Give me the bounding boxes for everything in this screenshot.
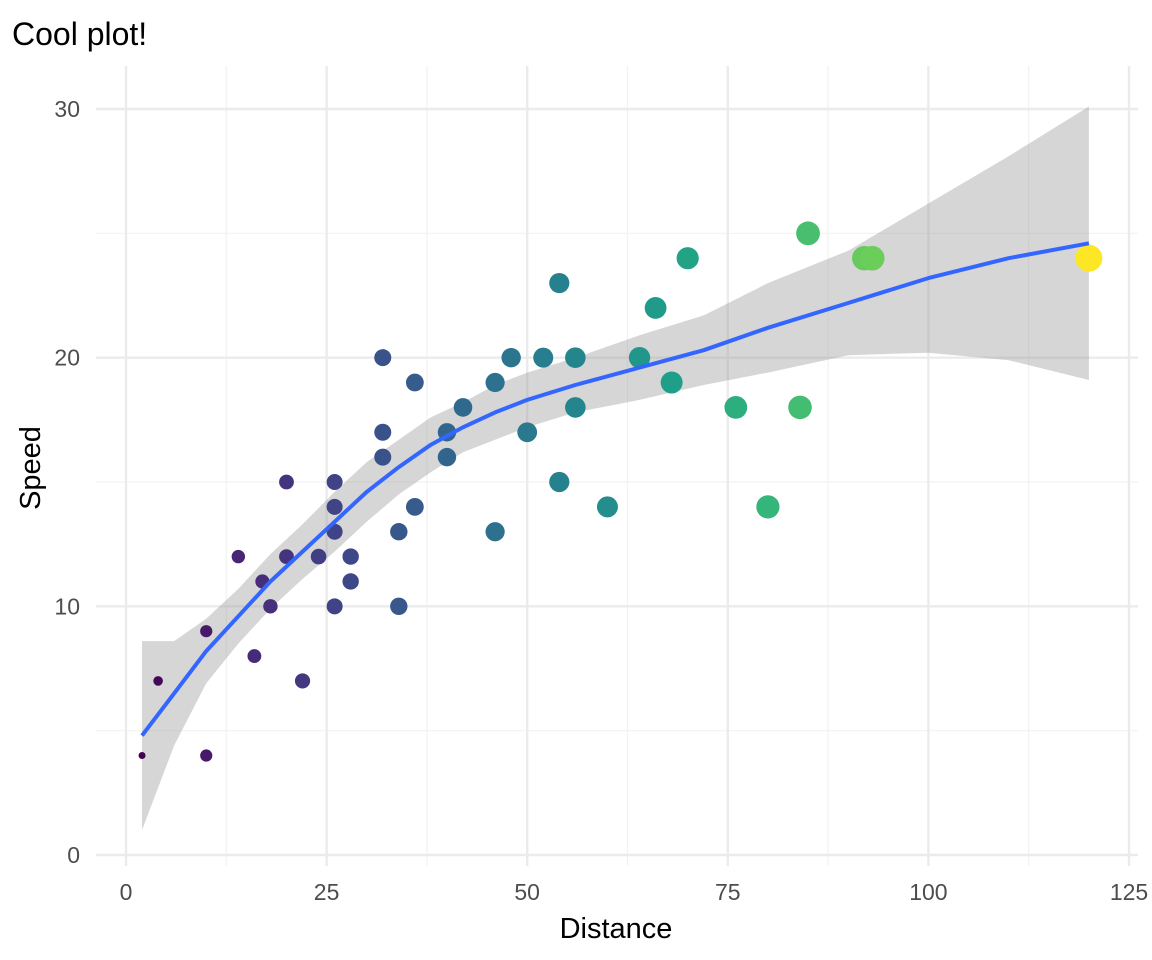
data-point	[326, 498, 343, 515]
data-point	[724, 396, 748, 419]
y-tick-label: 30	[54, 96, 80, 122]
data-point	[485, 522, 505, 542]
x-tick-label: 100	[909, 879, 947, 905]
x-tick-label: 25	[314, 879, 340, 905]
y-tick-label: 10	[54, 593, 80, 619]
data-point	[200, 625, 213, 638]
y-axis-ticks: 0 10 20 30	[54, 96, 80, 868]
points-layer	[138, 221, 1103, 762]
data-point	[565, 347, 586, 368]
y-tick-label: 0	[67, 842, 80, 868]
x-tick-label: 50	[514, 879, 540, 905]
trend-line	[140, 241, 1090, 737]
data-point	[1075, 244, 1103, 272]
x-tick-label: 75	[715, 879, 741, 905]
data-point	[660, 371, 683, 394]
data-point	[501, 347, 521, 368]
data-point	[756, 495, 780, 519]
data-point	[533, 347, 554, 368]
data-point	[485, 372, 505, 393]
data-point	[374, 349, 392, 367]
data-point	[628, 346, 651, 369]
data-point	[549, 272, 570, 294]
data-point	[310, 548, 327, 565]
data-point	[326, 598, 343, 615]
data-point	[263, 599, 278, 614]
data-point	[342, 548, 359, 565]
data-point	[676, 247, 699, 270]
x-axis-ticks: 0 25 50 75 100 125	[120, 879, 1149, 905]
x-tick-label: 125	[1110, 879, 1148, 905]
data-point	[405, 373, 424, 392]
y-tick-label: 20	[54, 345, 80, 371]
data-point	[390, 523, 408, 541]
data-point	[374, 448, 392, 466]
data-point	[390, 597, 408, 616]
data-point	[517, 422, 538, 443]
data-point	[549, 471, 570, 493]
data-point	[138, 752, 146, 760]
data-point	[279, 474, 294, 490]
data-point	[231, 549, 246, 564]
data-point	[153, 676, 163, 686]
data-point	[453, 398, 473, 417]
data-point	[326, 474, 343, 490]
data-point	[247, 649, 262, 663]
chart-title: Cool plot!	[12, 16, 147, 52]
data-point	[565, 397, 586, 418]
data-point	[294, 673, 311, 689]
data-point	[200, 749, 213, 762]
confidence-band-layer	[142, 106, 1089, 831]
data-point	[644, 297, 667, 319]
data-point	[596, 496, 618, 518]
x-tick-label: 0	[120, 879, 133, 905]
grid	[96, 66, 1138, 866]
confidence-band	[142, 106, 1089, 831]
data-point	[374, 423, 392, 441]
data-point	[437, 447, 457, 467]
data-point	[342, 573, 359, 590]
data-point	[796, 221, 820, 246]
y-axis-title: Speed	[15, 426, 47, 510]
trend-line-layer	[140, 241, 1090, 737]
data-point	[405, 497, 424, 516]
x-axis-title: Distance	[560, 913, 673, 945]
data-point	[788, 395, 812, 420]
data-point	[279, 549, 294, 564]
data-point	[859, 245, 885, 271]
